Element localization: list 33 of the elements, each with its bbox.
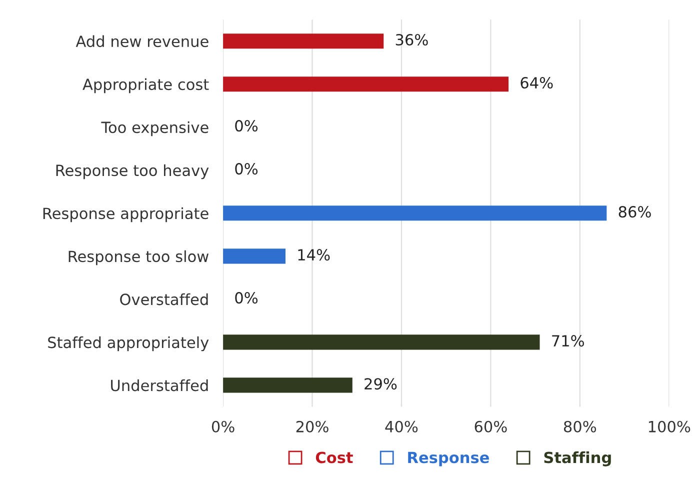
- bar: [223, 76, 509, 92]
- data-label: 86%: [618, 206, 651, 218]
- y-tick-label: Staffed appropriately: [48, 336, 209, 352]
- bar: [223, 334, 540, 350]
- bar: [223, 34, 384, 49]
- legend-label: Staffing: [544, 451, 611, 466]
- x-tick-label: 20%: [296, 420, 328, 432]
- y-tick-label: Too expensive: [101, 121, 208, 136]
- data-label: 0%: [235, 292, 258, 304]
- y-tick-label: Add new revenue: [76, 35, 208, 48]
- x-tick-label: 60%: [474, 420, 507, 432]
- x-tick-label: 80%: [564, 420, 596, 432]
- x-tick-label: 40%: [385, 420, 418, 432]
- data-label: 71%: [552, 335, 584, 347]
- legend-label: Cost: [316, 452, 353, 464]
- bar: [223, 206, 607, 221]
- y-tick-label: Response too slow: [68, 250, 209, 266]
- legend-label: Response: [408, 452, 489, 466]
- data-label: 36%: [396, 34, 428, 46]
- data-label: 14%: [298, 249, 330, 261]
- y-tick-label: Overstaffed: [120, 293, 208, 306]
- y-tick-label: Response too heavy: [56, 164, 209, 180]
- bar: [223, 378, 352, 393]
- data-label: 0%: [235, 163, 258, 175]
- y-tick-label: Understaffed: [111, 379, 208, 392]
- data-label: 64%: [520, 76, 553, 89]
- y-tick-label: Response appropriate: [43, 207, 208, 222]
- y-tick-label: Appropriate cost: [82, 78, 209, 94]
- data-label: 29%: [364, 378, 397, 390]
- x-tick-label: 0%: [212, 420, 234, 432]
- bar: [223, 248, 286, 264]
- data-label: 0%: [235, 120, 258, 132]
- x-tick-label: 100%: [648, 420, 690, 432]
